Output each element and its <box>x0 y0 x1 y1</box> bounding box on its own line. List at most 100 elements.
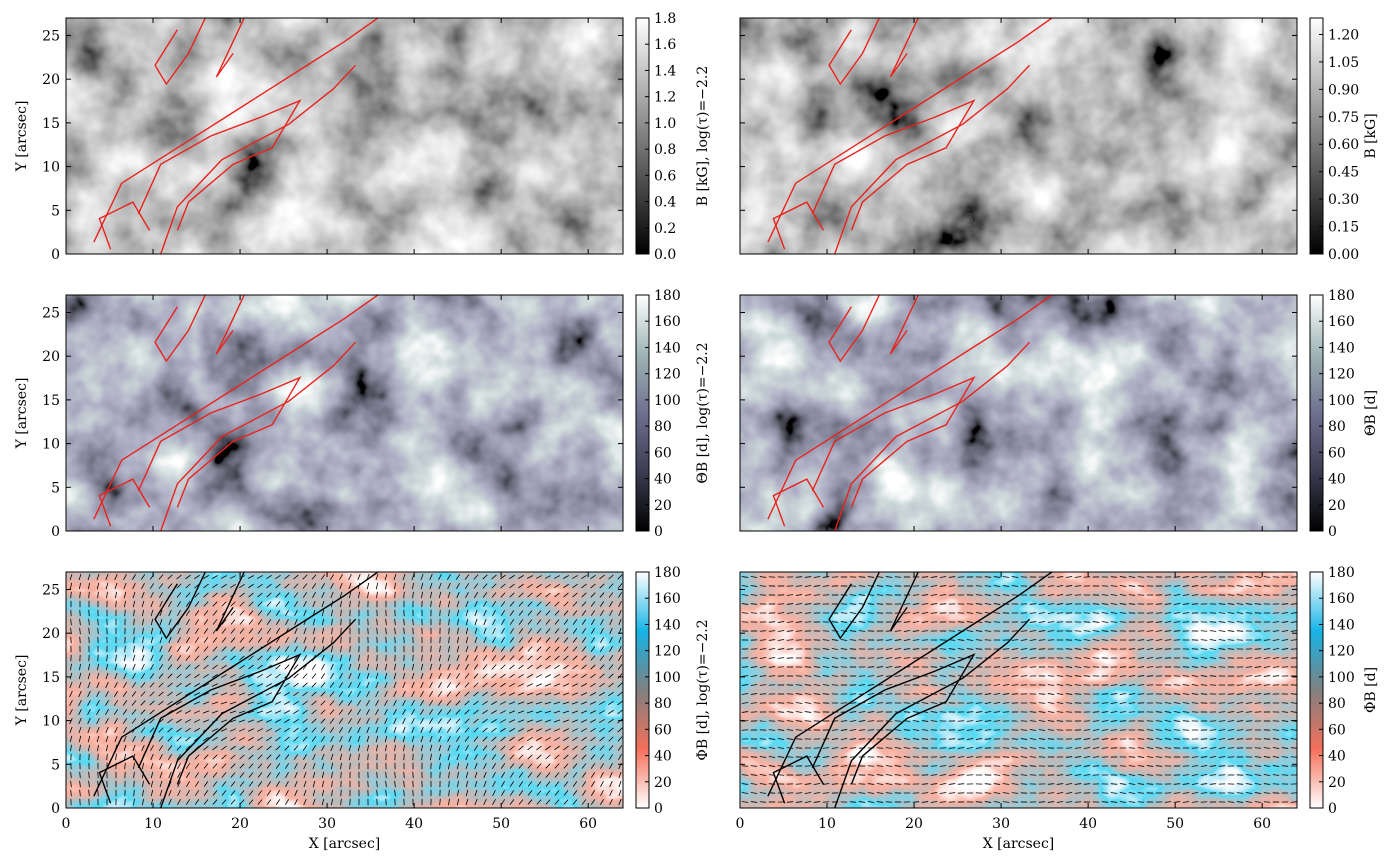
colorbar-label: ΘB [d], log(τ)=−2.2 <box>695 342 711 483</box>
y-tick-label: 25 <box>42 28 60 44</box>
colorbar-tick-label: 0.30 <box>1328 192 1359 208</box>
colorbar-tick-label: 40 <box>1328 749 1346 765</box>
colorbar-tick-label: 0.45 <box>1328 165 1359 181</box>
heatmap-image <box>66 572 623 808</box>
y-tick-label: 20 <box>42 72 60 88</box>
colorbar-tick-label: 0.2 <box>654 221 676 237</box>
colorbar-tick-label: 80 <box>654 696 672 712</box>
colorbar-label: ΘB [d] <box>1363 390 1379 436</box>
colorbar-tick-label: 180 <box>654 565 681 581</box>
colorbar-tick-label: 180 <box>1328 288 1355 304</box>
colorbar-tick-label: 60 <box>1328 722 1346 738</box>
x-tick-label: 20 <box>231 816 249 832</box>
colorbar-tick-label: 0.90 <box>1328 82 1359 98</box>
colorbar-tick-label: 0.15 <box>1328 220 1359 236</box>
colorbar-tick-label: 1.8 <box>654 11 676 27</box>
colorbar-tick-label: 140 <box>1328 617 1355 633</box>
x-axis-label: X [arcsec] <box>309 836 381 852</box>
x-tick-label: 0 <box>62 816 71 832</box>
colorbar-tick-label: 140 <box>654 617 681 633</box>
colorbar-tick-label: 1.20 <box>1328 27 1359 43</box>
colorbar-tick-label: 100 <box>1328 393 1355 409</box>
colorbar-tick-label: 0 <box>1328 524 1337 540</box>
colorbar-tick-label: 1.4 <box>654 63 676 79</box>
colorbar-tick-label: 0 <box>1328 801 1337 817</box>
colorbar-tick-label: 40 <box>654 472 672 488</box>
colorbar <box>636 18 649 254</box>
x-tick-label: 10 <box>818 816 836 832</box>
y-tick-label: 10 <box>42 160 60 176</box>
colorbar-tick-label: 20 <box>1328 775 1346 791</box>
colorbar-tick-label: 100 <box>654 393 681 409</box>
colorbar-tick-label: 140 <box>654 340 681 356</box>
figure: 0 5 10 15 20 25 Y [arcsec] 0.0 0.2 0.4 0.6 0.8 1.0 1.… <box>0 0 1397 855</box>
colorbar-tick-label: 0.6 <box>654 168 676 184</box>
y-tick-label: 10 <box>42 437 60 453</box>
x-tick-label: 40 <box>405 816 423 832</box>
x-tick-label: 10 <box>144 816 162 832</box>
y-tick-label: 15 <box>42 393 60 409</box>
x-tick-label: 30 <box>992 816 1010 832</box>
y-tick-label: 0 <box>51 524 60 540</box>
x-tick-label: 50 <box>1166 816 1184 832</box>
x-tick-label: 60 <box>1253 816 1271 832</box>
colorbar-tick-label: 0.4 <box>654 195 676 211</box>
x-tick-label: 60 <box>579 816 597 832</box>
y-tick-label: 25 <box>42 305 60 321</box>
y-tick-label: 15 <box>42 670 60 686</box>
heatmap-image <box>740 18 1297 254</box>
colorbar-tick-label: 80 <box>654 419 672 435</box>
colorbar-tick-label: 160 <box>1328 591 1355 607</box>
y-tick-label: 5 <box>51 480 60 496</box>
heatmap-image <box>740 572 1297 808</box>
colorbar-label: B [kG] <box>1363 113 1379 158</box>
colorbar-tick-label: 20 <box>654 775 672 791</box>
colorbar-tick-label: 20 <box>654 498 672 514</box>
colorbar-tick-label: 160 <box>654 591 681 607</box>
y-tick-label: 0 <box>51 801 60 817</box>
y-tick-label: 0 <box>51 247 60 263</box>
y-tick-label: 5 <box>51 203 60 219</box>
colorbar-tick-label: 180 <box>1328 565 1355 581</box>
colorbar-tick-label: 20 <box>1328 498 1346 514</box>
colorbar-tick-label: 80 <box>1328 419 1346 435</box>
colorbar-tick-label: 120 <box>1328 644 1355 660</box>
colorbar <box>1310 572 1323 808</box>
colorbar-label: ΦB [d] <box>1363 667 1379 713</box>
colorbar-tick-label: 60 <box>654 445 672 461</box>
x-tick-label: 0 <box>736 816 745 832</box>
x-tick-label: 40 <box>1079 816 1097 832</box>
colorbar-tick-label: 60 <box>1328 445 1346 461</box>
y-tick-label: 5 <box>51 757 60 773</box>
heatmap-image <box>66 18 623 254</box>
heatmap-image <box>740 295 1297 531</box>
colorbar-tick-label: 100 <box>654 670 681 686</box>
y-axis-label: Y [arcsec] <box>14 378 30 450</box>
colorbar-tick-label: 140 <box>1328 340 1355 356</box>
colorbar-tick-label: 0 <box>654 524 663 540</box>
colorbar-tick-label: 0.0 <box>654 247 676 263</box>
colorbar-tick-label: 80 <box>1328 696 1346 712</box>
colorbar-tick-label: 0.8 <box>654 142 676 158</box>
colorbar-tick-label: 180 <box>654 288 681 304</box>
colorbar-tick-label: 1.0 <box>654 116 676 132</box>
x-tick-label: 20 <box>905 816 923 832</box>
colorbar-label: ΦB [d], log(τ)=−2.2 <box>695 619 711 760</box>
x-axis-label: X [arcsec] <box>983 836 1055 852</box>
x-tick-label: 30 <box>318 816 336 832</box>
colorbar-tick-label: 160 <box>654 314 681 330</box>
colorbar <box>1310 18 1323 254</box>
colorbar-tick-label: 60 <box>654 722 672 738</box>
colorbar-tick-label: 120 <box>654 644 681 660</box>
colorbar-label: B [kG], log(τ)=−2.2 <box>695 66 711 207</box>
colorbar-tick-label: 0 <box>654 801 663 817</box>
colorbar-tick-label: 0.60 <box>1328 137 1359 153</box>
y-tick-label: 10 <box>42 714 60 730</box>
colorbar-tick-label: 1.05 <box>1328 55 1359 71</box>
colorbar <box>636 295 649 531</box>
colorbar-tick-label: 120 <box>1328 367 1355 383</box>
y-axis-label: Y [arcsec] <box>14 655 30 727</box>
y-tick-label: 20 <box>42 349 60 365</box>
y-tick-label: 20 <box>42 626 60 642</box>
colorbar-tick-label: 0.00 <box>1328 247 1359 263</box>
